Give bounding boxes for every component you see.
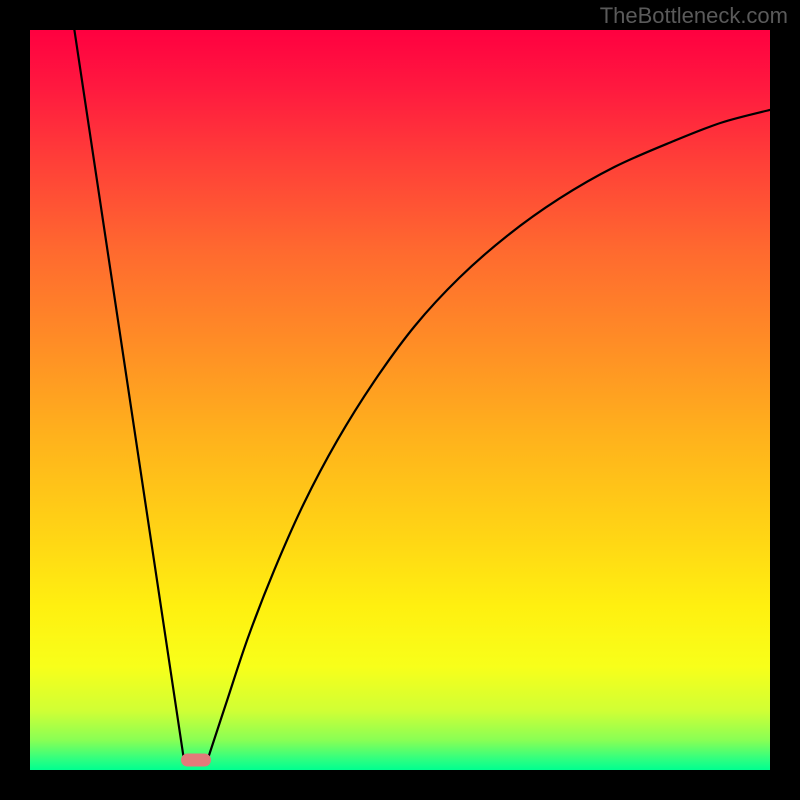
plot-area xyxy=(30,30,770,770)
optimum-marker xyxy=(181,754,211,767)
chart-container: { "canvas": { "width": 800, "height": 80… xyxy=(0,0,800,800)
bottleneck-curve xyxy=(30,30,770,770)
watermark-text: TheBottleneck.com xyxy=(600,3,788,29)
